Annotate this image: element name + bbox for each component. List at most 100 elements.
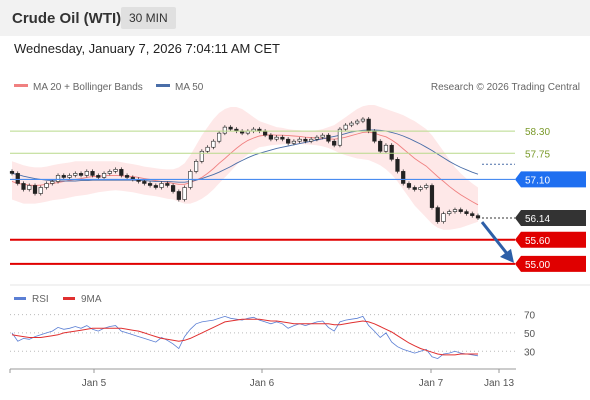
candle [142, 179, 147, 186]
candle [44, 181, 49, 190]
support-tag [515, 255, 586, 272]
candle [349, 121, 354, 128]
candle [96, 173, 101, 180]
candle [193, 159, 199, 174]
current-price-label: 56.14 [525, 214, 550, 225]
candle [159, 181, 164, 190]
candle [395, 157, 400, 174]
candle [378, 139, 383, 154]
rsi-ma-line [11, 318, 478, 356]
pivot-label: 57.10 [525, 175, 550, 186]
candle [113, 167, 118, 174]
candle [228, 125, 233, 132]
rsi-legend-label: RSI [32, 294, 49, 305]
candle [332, 139, 337, 148]
candle [355, 119, 360, 126]
rsi-line [11, 315, 479, 360]
candle [412, 185, 417, 192]
ma20-legend-swatch [14, 84, 28, 87]
candle [326, 133, 331, 144]
candle [119, 167, 124, 178]
timeframe-button[interactable]: 30 MIN [121, 7, 176, 29]
bollinger-band [12, 105, 478, 230]
candle [15, 171, 20, 186]
price-level-tags: 58.30 57.75 57.10 56.14 55.60 55.00 [515, 127, 586, 272]
candle [441, 211, 446, 224]
price-chart [9, 105, 481, 230]
candle [73, 171, 78, 178]
candle [274, 135, 279, 142]
x-tick-label: Jan 5 [82, 378, 107, 389]
candle [268, 133, 273, 142]
candle [297, 137, 302, 144]
candle [21, 181, 26, 192]
report-datetime: Wednesday, January 7, 2026 7:04:11 AM CE… [14, 41, 280, 56]
pivot-tag [515, 171, 586, 188]
candle [280, 135, 285, 142]
candle [101, 171, 107, 180]
candle [291, 139, 297, 146]
candle [153, 183, 158, 190]
candle [447, 209, 452, 216]
candle [84, 169, 89, 178]
candle [435, 205, 440, 224]
candle [314, 135, 320, 142]
header-bar: Crude Oil (WTI) 30 MIN [0, 0, 590, 36]
rsi-tick-label: 70 [524, 311, 536, 322]
candle [303, 137, 308, 144]
candle [286, 137, 291, 146]
x-tick-label: Jan 13 [484, 378, 514, 389]
candle [464, 209, 469, 216]
candle [389, 143, 394, 162]
candle [32, 183, 38, 196]
candle [211, 139, 216, 150]
candle [217, 131, 222, 144]
rsi-tick-label: 50 [524, 329, 536, 340]
ma50-legend-label: MA 50 [175, 82, 204, 93]
ma9-legend-label: 9MA [81, 294, 102, 305]
rsi-legend: RSI 9MA [14, 294, 102, 305]
candle [50, 179, 55, 186]
candle [165, 181, 170, 188]
rsi-tick-label: 30 [524, 347, 536, 358]
candle [337, 127, 343, 148]
x-tick-label: Jan 7 [419, 378, 444, 389]
price-levels [10, 130, 515, 265]
candle [475, 213, 481, 221]
ma20-legend-label: MA 20 + Bollinger Bands [33, 82, 143, 93]
candle [424, 183, 429, 190]
candle [182, 185, 187, 202]
candle [199, 149, 204, 164]
instrument-title: Crude Oil (WTI) [12, 10, 122, 27]
price-legend: MA 20 + Bollinger Bands MA 50 Research ©… [14, 82, 580, 93]
candle [38, 185, 43, 196]
candle [205, 145, 210, 154]
candle [222, 125, 227, 136]
ma9-legend-swatch [63, 297, 75, 300]
ma20-line [11, 131, 479, 206]
candle [124, 173, 130, 180]
candle [418, 185, 423, 192]
candle [401, 169, 406, 186]
candle [67, 173, 72, 180]
support-label: 55.60 [525, 236, 550, 247]
candle [383, 143, 389, 154]
candle [452, 207, 458, 214]
candle [170, 183, 176, 194]
candle [429, 183, 435, 210]
candle [176, 189, 181, 202]
rsi-legend-swatch [14, 297, 26, 300]
candle [55, 173, 61, 184]
candle [27, 183, 32, 192]
candle [78, 171, 84, 178]
candle [147, 181, 153, 188]
projection-arrow [480, 221, 510, 256]
support-tag [515, 231, 586, 248]
candle [360, 117, 366, 124]
candle [458, 207, 463, 214]
current-price-tag [515, 210, 586, 227]
candle [61, 173, 66, 180]
candle [470, 211, 475, 218]
candle [309, 137, 314, 144]
